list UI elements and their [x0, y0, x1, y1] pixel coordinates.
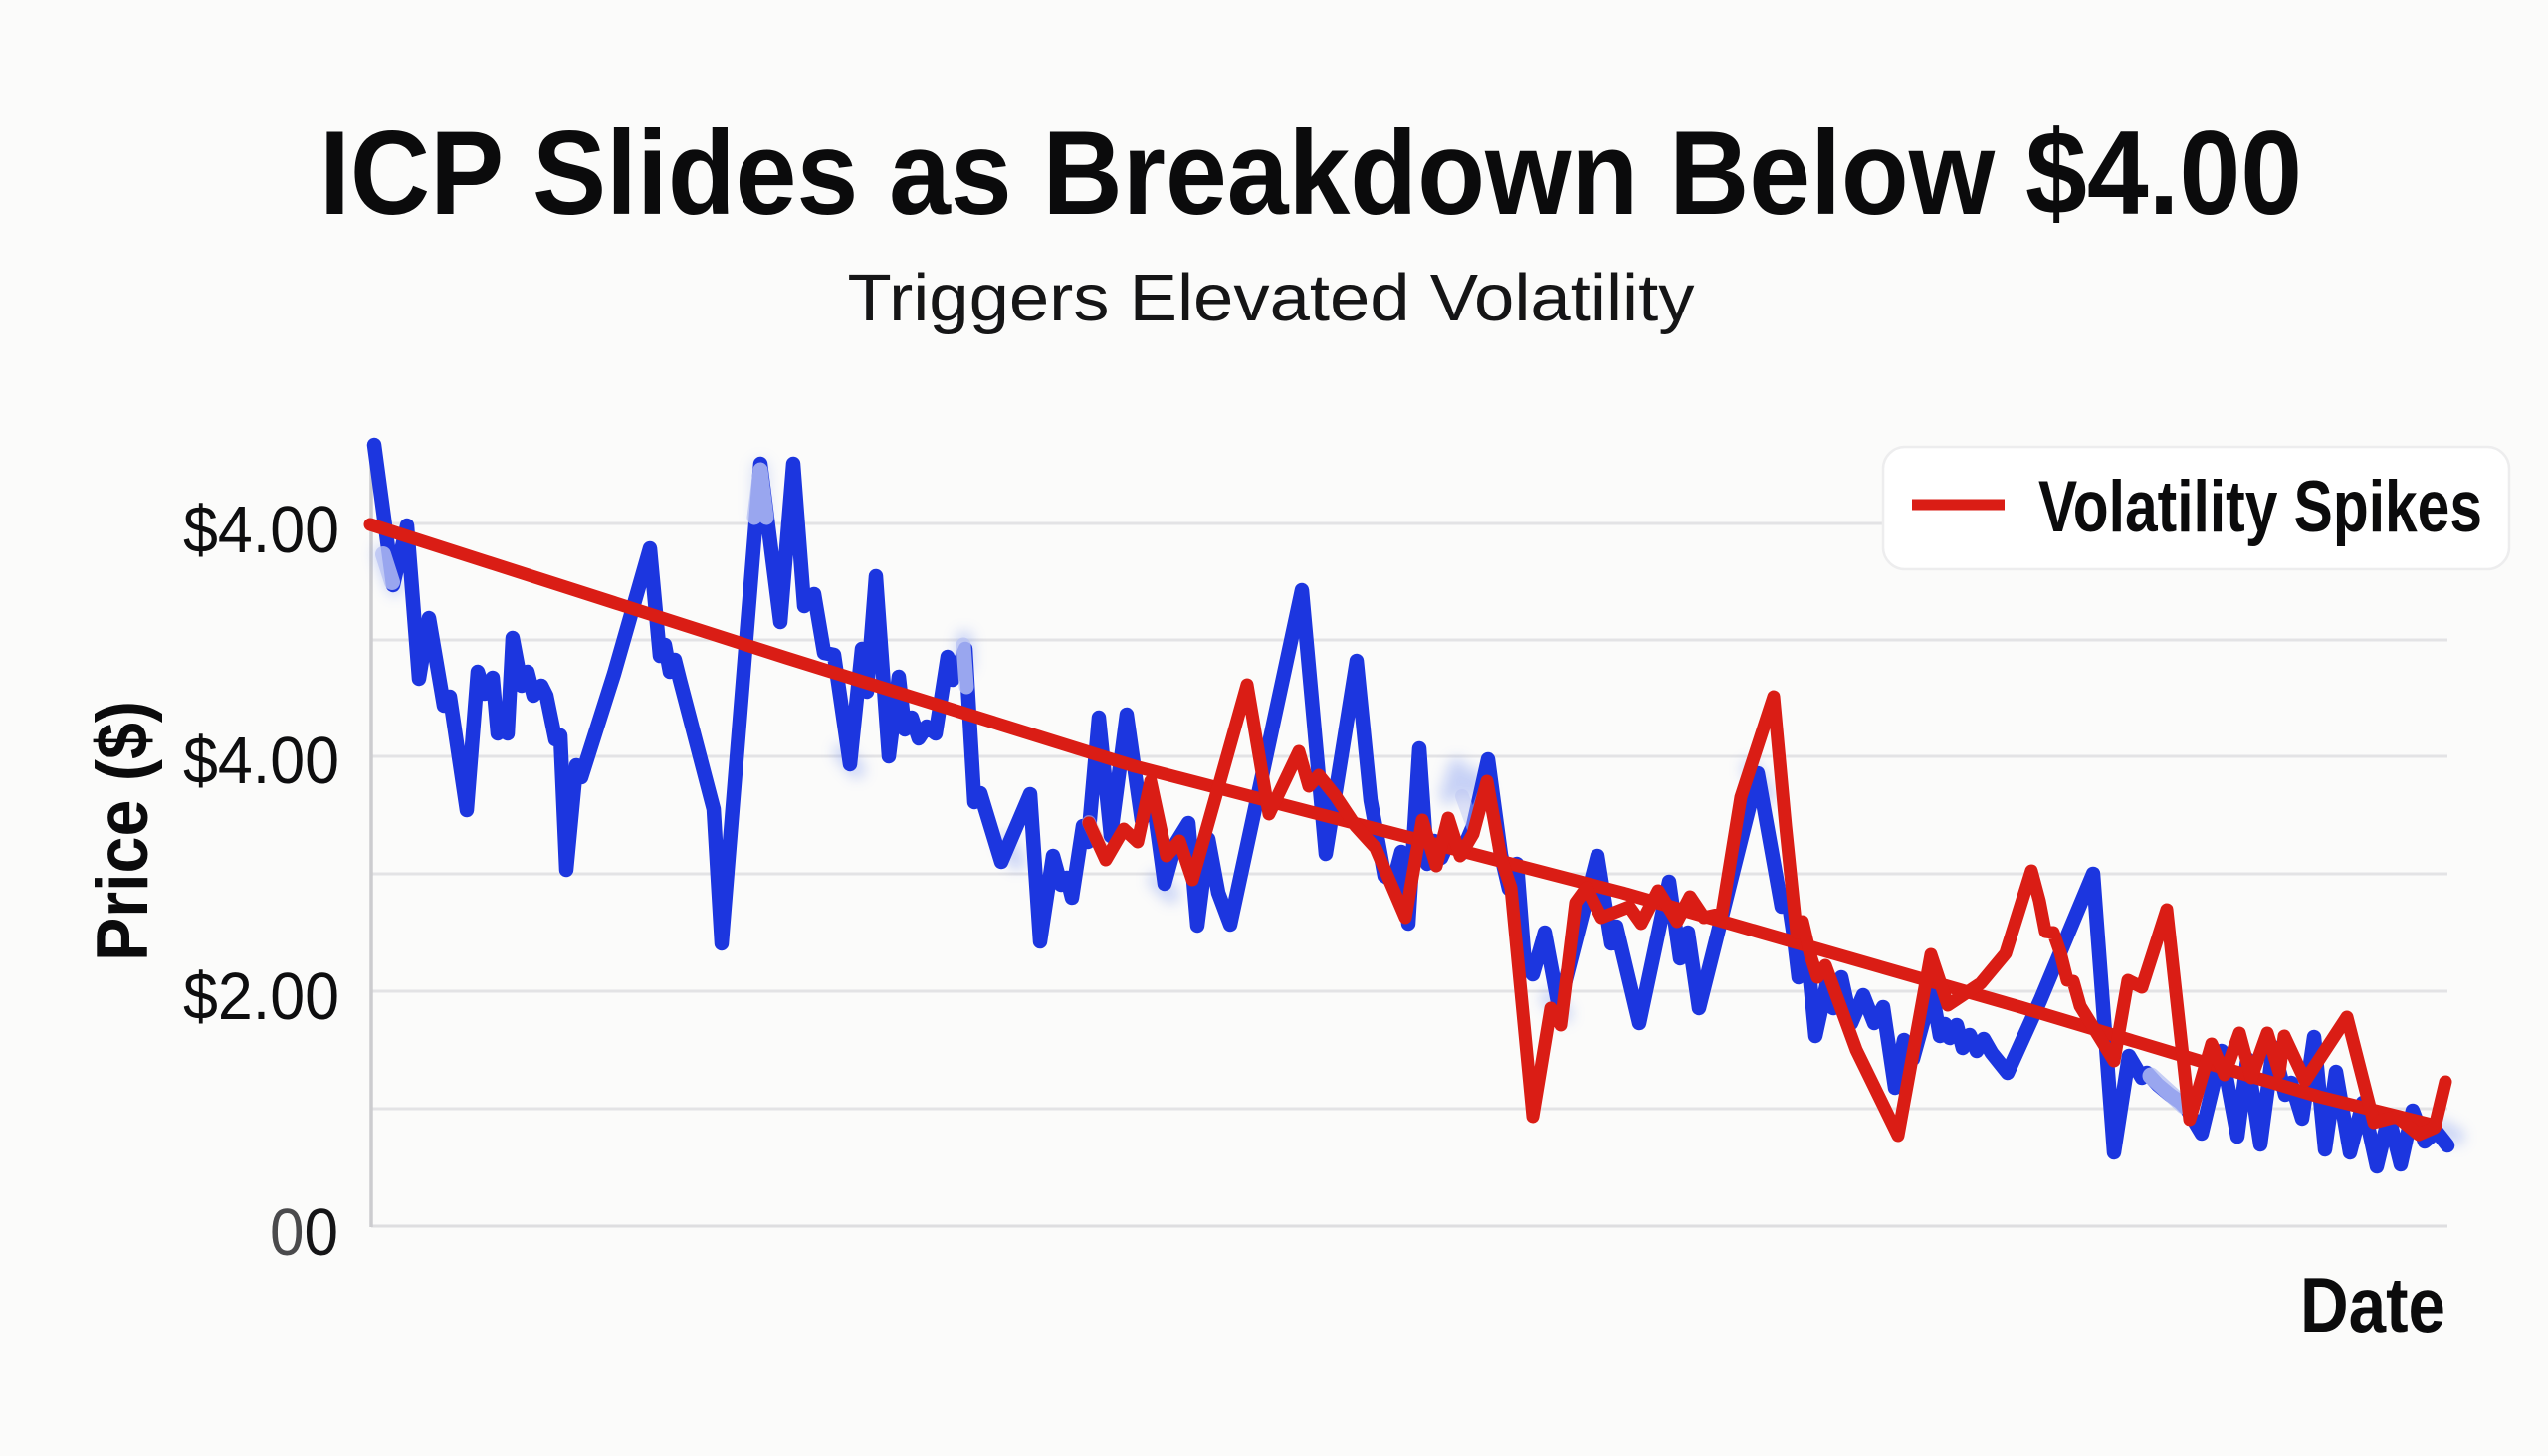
- svg-text:Date: Date: [2300, 1261, 2445, 1349]
- svg-text:ICP Slides as Breakdown Below: ICP Slides as Breakdown Below $4.00: [319, 106, 2302, 240]
- svg-text:$4.00: $4.00: [183, 724, 339, 798]
- svg-text:$2.00: $2.00: [183, 959, 339, 1034]
- svg-text:Volatility Spikes: Volatility Spikes: [2038, 467, 2482, 547]
- svg-text:$4.00: $4.00: [183, 493, 339, 567]
- svg-text:00: 00: [270, 1195, 338, 1270]
- svg-text:Triggers Elevated Volatility: Triggers Elevated Volatility: [848, 261, 1696, 335]
- svg-text:Price ($): Price ($): [83, 701, 163, 961]
